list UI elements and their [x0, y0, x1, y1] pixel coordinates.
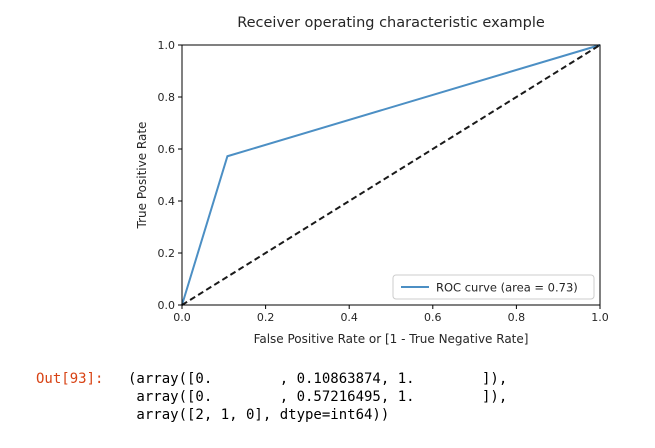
output-prompt: Out[93]:: [36, 371, 104, 387]
cell-output: Out[93]: (array([0. , 0.10863874, 1. ]),…: [0, 362, 655, 448]
roc-chart: Receiver operating characteristic exampl…: [135, 15, 609, 346]
x-axis-label: False Positive Rate or [1 - True Negativ…: [254, 332, 529, 346]
chart-title: Receiver operating characteristic exampl…: [237, 15, 545, 31]
x-tick-label: 0.8: [508, 311, 526, 324]
y-tick-label: 0.2: [158, 247, 176, 260]
y-axis-label: True Positive Rate: [135, 122, 149, 230]
x-tick-label: 0.2: [257, 311, 275, 324]
axes: 0.0 0.2 0.4 0.6 0.8 1.0 0.0 0.2 0.4 0.6 0.8 1.0: [158, 39, 609, 324]
output-line: array([0. , 0.57216495, 1. ]),: [128, 389, 508, 405]
x-tick-label: 0.6: [424, 311, 442, 324]
y-tick-label: 0.6: [158, 143, 176, 156]
output-line: (array([0. , 0.10863874, 1. ]),: [128, 371, 508, 387]
legend-box: [392, 274, 595, 300]
roc-curve-line: [181, 44, 601, 306]
x-tick-label: 0.0: [173, 311, 191, 324]
y-tick-label: 0.8: [158, 91, 176, 104]
y-tick-label: 0.4: [158, 195, 176, 208]
output-line: array([2, 1, 0], dtype=int64)): [128, 407, 390, 423]
axes-frame: [181, 44, 601, 306]
output-text: (array([0. , 0.10863874, 1. ]), array([0…: [128, 370, 507, 424]
legend: ROC curve (area = 0.73): [392, 274, 595, 300]
chance-diagonal-line: [181, 44, 601, 306]
y-tick-label: 1.0: [158, 39, 176, 52]
y-tick-label: 0.0: [158, 299, 176, 312]
x-tick-label: 1.0: [591, 311, 609, 324]
x-tick-label: 0.4: [340, 311, 358, 324]
legend-label: ROC curve (area = 0.73): [436, 281, 578, 295]
plot-area: [181, 44, 601, 306]
